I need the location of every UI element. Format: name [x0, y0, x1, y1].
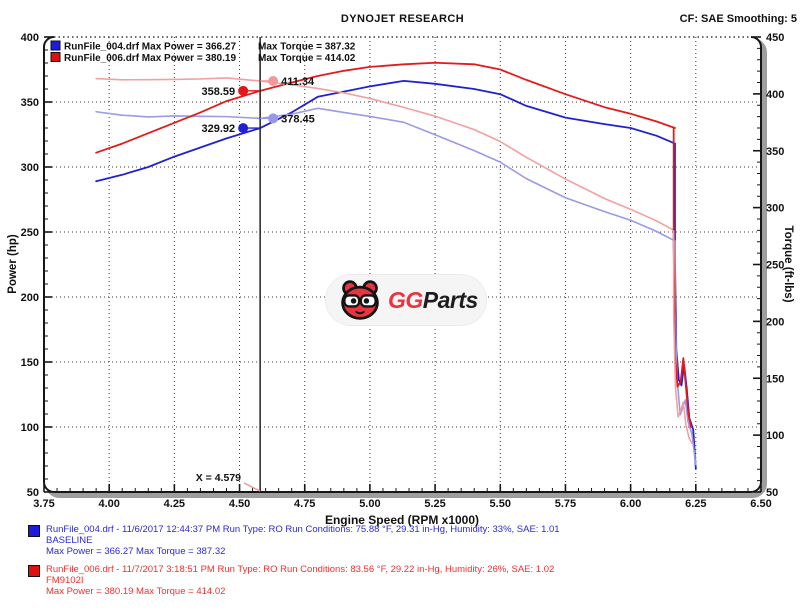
legend-run006-torque: Max Torque = 414.02 [258, 53, 356, 64]
tick-layer: 3.75 4.00 4.25 4.50 4.75 5.00 5.25 5.50 5.75 6.00… [21, 32, 785, 510]
x-tick-label: 4.00 [98, 498, 119, 510]
cursor-x-readout: X = 4.579 [196, 472, 241, 484]
logo-parts-text: Parts [422, 286, 479, 313]
x-tick-label: 4.75 [294, 498, 315, 510]
ggparts-mascot-icon [341, 280, 379, 320]
curve-runfile-004-drf-power-hp- [95, 79, 676, 183]
x-axis-title: Engine Speed (RPM x1000) [325, 513, 479, 527]
torque-tick-label: 450 [766, 32, 784, 44]
cursor-layer: 358.59 411.34 378.45 329.92 [201, 37, 315, 492]
curve-layer [95, 61, 697, 470]
legend-run006-power: RunFile_006.drf Max Power = 380.19 [64, 53, 236, 64]
plot-background [44, 37, 761, 492]
ggparts-logo-text: GGParts [388, 287, 478, 314]
marker-dot-378.45 [268, 113, 279, 124]
marker-value-358.59: 358.59 [201, 86, 235, 98]
torque-tick-label: 250 [766, 260, 784, 272]
power-tick-label: 200 [21, 292, 39, 304]
run004-swatch [28, 525, 40, 537]
run004-details: RunFile_004.drf - 11/6/2017 12:44:37 PM … [28, 524, 788, 557]
run-details-footer: RunFile_004.drf - 11/6/2017 12:44:37 PM … [28, 524, 788, 604]
run004-line3: Max Power = 366.27 Max Torque = 387.32 [46, 546, 226, 557]
run004-line1: RunFile_004.drf - 11/6/2017 12:44:37 PM … [46, 524, 560, 535]
logo-gg-text: GG [388, 286, 423, 313]
torque-tick-label: 300 [766, 203, 784, 215]
cursor-x-leader-line [243, 482, 261, 492]
marker-dot-411.34 [268, 75, 279, 86]
power-tick-label: 300 [21, 162, 39, 174]
power-tick-label: 350 [21, 97, 39, 109]
power-tick-label: 400 [21, 32, 39, 44]
marker-value-411.34: 411.34 [281, 76, 315, 88]
torque-tick-label: 200 [766, 316, 784, 328]
x-tick-label: 5.00 [359, 498, 380, 510]
legend-swatch-run006 [50, 52, 61, 62]
power-tick-label: 150 [21, 357, 39, 369]
correction-smoothing-label: CF: SAE Smoothing: 5 [679, 13, 797, 25]
run006-swatch [28, 565, 40, 577]
plot-border [43, 36, 762, 493]
curve-runfile-006-drf-torque-ft-lbs- [95, 77, 676, 232]
page-title: DYNOJET RESEARCH [340, 13, 465, 25]
x-tick-label: 3.75 [33, 498, 54, 510]
run006-details: RunFile_006.drf - 11/7/2017 3:18:51 PM R… [28, 564, 788, 597]
x-tick-label: 6.00 [620, 498, 641, 510]
power-tick-label: 100 [21, 422, 39, 434]
x-tick-label: 5.25 [424, 498, 445, 510]
run006-line2: FM9102I [46, 575, 84, 586]
power-axis-title: Power (hp) [7, 234, 19, 294]
torque-axis-title: Torque (ft-lbs) [782, 225, 794, 302]
x-tick-label: 5.75 [555, 498, 576, 510]
curve-runfile-004-drf-torque-ft-lbs- [95, 107, 676, 242]
power-tick-label: 50 [27, 487, 39, 499]
power-tick-label: 250 [21, 227, 39, 239]
x-tick-label: 5.50 [490, 498, 511, 510]
marker-dot-358.59 [238, 85, 249, 96]
marker-value-378.45: 378.45 [281, 113, 315, 125]
run006-line1: RunFile_006.drf - 11/7/2017 3:18:51 PM R… [46, 564, 555, 575]
legend-run004-torque: Max Torque = 387.32 [258, 42, 356, 53]
legend-top: RunFile_004.drf Max Power = 366.27 Max T… [50, 40, 356, 64]
torque-tick-label: 350 [766, 146, 784, 158]
curve-tail [672, 230, 693, 444]
run006-line3: Max Power = 380.19 Max Torque = 414.02 [46, 586, 226, 597]
x-tick-label: 4.25 [164, 498, 185, 510]
legend-run004-power: RunFile_004.drf Max Power = 366.27 [64, 42, 236, 53]
curve-runfile-006-drf-power-hp- [95, 61, 676, 154]
x-tick-label: 6.25 [685, 498, 706, 510]
x-tick-label: 6.50 [750, 498, 771, 510]
torque-tick-label: 400 [766, 89, 784, 101]
marker-value-329.92: 329.92 [201, 123, 235, 135]
torque-tick-label: 150 [766, 373, 784, 385]
run004-line2: BASELINE [46, 535, 93, 546]
torque-tick-label: 50 [766, 487, 778, 499]
legend-swatch-run004 [50, 40, 61, 51]
curve-tail [674, 240, 697, 466]
ggparts-logo: GGParts [325, 274, 487, 326]
marker-dot-329.92 [238, 123, 249, 134]
dyno-chart: 3.75 4.00 4.25 4.50 4.75 5.00 5.25 5.50 5.75 6.00… [7, 32, 794, 527]
torque-tick-label: 100 [766, 430, 784, 442]
x-tick-label: 4.50 [229, 498, 250, 510]
